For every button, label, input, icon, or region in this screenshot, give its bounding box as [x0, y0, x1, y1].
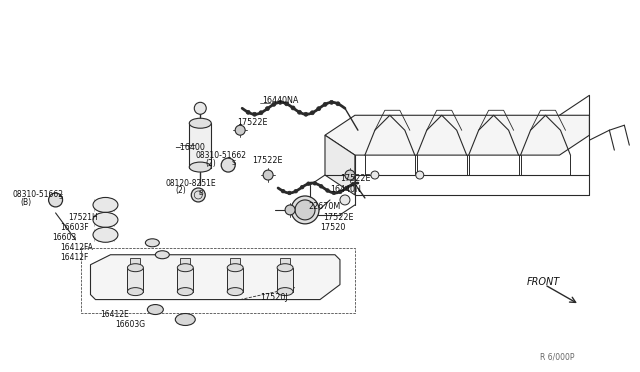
Circle shape	[326, 189, 330, 192]
Bar	[180, 258, 190, 268]
Circle shape	[285, 205, 295, 215]
Circle shape	[416, 171, 424, 179]
Bar	[189, 123, 211, 168]
Ellipse shape	[145, 239, 159, 247]
Text: 16603: 16603	[52, 233, 77, 242]
Text: FRONT: FRONT	[527, 277, 560, 287]
Ellipse shape	[227, 264, 243, 272]
Text: 17522E: 17522E	[252, 155, 283, 164]
Ellipse shape	[177, 264, 193, 272]
Ellipse shape	[93, 227, 118, 242]
Ellipse shape	[175, 314, 195, 326]
Circle shape	[272, 102, 276, 106]
Text: R 6/000P: R 6/000P	[540, 353, 574, 362]
Ellipse shape	[291, 196, 319, 224]
Circle shape	[285, 102, 289, 106]
Circle shape	[287, 191, 291, 195]
Text: 08120-8251E: 08120-8251E	[165, 179, 216, 187]
Text: B: B	[198, 190, 203, 196]
Circle shape	[332, 191, 335, 195]
Text: (2): (2)	[175, 186, 186, 195]
Text: 17522E: 17522E	[323, 214, 353, 222]
Ellipse shape	[127, 288, 143, 296]
Circle shape	[339, 190, 342, 193]
Ellipse shape	[189, 118, 211, 128]
Ellipse shape	[177, 288, 193, 296]
Circle shape	[340, 195, 350, 205]
Text: 16603F: 16603F	[61, 223, 89, 232]
Circle shape	[336, 102, 340, 106]
Circle shape	[253, 112, 257, 116]
Text: S: S	[232, 160, 236, 166]
Text: 17520: 17520	[320, 223, 346, 232]
Polygon shape	[325, 115, 589, 155]
Ellipse shape	[156, 251, 170, 259]
Polygon shape	[90, 255, 340, 299]
Text: (2): (2)	[205, 158, 216, 167]
Text: 17522E: 17522E	[340, 173, 371, 183]
Circle shape	[191, 188, 205, 202]
Circle shape	[49, 193, 63, 207]
Circle shape	[266, 107, 269, 110]
Bar	[131, 258, 140, 268]
Circle shape	[282, 189, 285, 193]
Bar	[277, 268, 293, 292]
Circle shape	[235, 125, 245, 135]
Bar	[280, 258, 290, 268]
Ellipse shape	[227, 288, 243, 296]
Circle shape	[310, 111, 314, 115]
Text: 17520J: 17520J	[260, 293, 288, 302]
Bar	[227, 268, 243, 292]
Circle shape	[195, 102, 206, 114]
Ellipse shape	[93, 198, 118, 212]
Text: ─16400: ─16400	[175, 142, 205, 152]
Circle shape	[304, 112, 308, 116]
Text: 16440NA: 16440NA	[262, 96, 298, 105]
Circle shape	[371, 171, 379, 179]
Text: 22670M: 22670M	[308, 202, 340, 211]
Circle shape	[298, 110, 301, 114]
Circle shape	[291, 106, 295, 110]
Circle shape	[294, 189, 298, 193]
Ellipse shape	[277, 264, 293, 272]
Circle shape	[330, 100, 333, 104]
Bar	[177, 268, 193, 292]
Circle shape	[345, 170, 355, 180]
Circle shape	[313, 182, 317, 185]
Text: 16603G: 16603G	[115, 320, 145, 329]
Circle shape	[221, 158, 235, 172]
Ellipse shape	[147, 305, 163, 314]
Circle shape	[259, 111, 263, 115]
Text: (B): (B)	[20, 198, 32, 208]
Ellipse shape	[189, 162, 211, 172]
Ellipse shape	[93, 212, 118, 227]
Circle shape	[278, 100, 282, 104]
Text: 16412F: 16412F	[61, 253, 89, 262]
Text: 16440N: 16440N	[330, 186, 361, 195]
Ellipse shape	[277, 288, 293, 296]
Circle shape	[246, 110, 250, 114]
Bar	[81, 248, 355, 312]
Polygon shape	[325, 135, 355, 195]
Text: 17522E: 17522E	[237, 118, 268, 127]
Text: 08310-51662: 08310-51662	[195, 151, 246, 160]
Circle shape	[323, 102, 327, 106]
Circle shape	[307, 182, 310, 186]
Text: 17521H: 17521H	[68, 214, 99, 222]
Ellipse shape	[127, 264, 143, 272]
Bar	[230, 258, 240, 268]
Text: 16412FA: 16412FA	[61, 243, 93, 252]
Text: S: S	[58, 194, 63, 200]
Text: 16412E: 16412E	[100, 310, 129, 319]
Circle shape	[345, 186, 348, 190]
Circle shape	[295, 200, 315, 220]
Circle shape	[300, 185, 304, 189]
Circle shape	[351, 182, 355, 186]
Circle shape	[319, 185, 323, 188]
Bar	[127, 268, 143, 292]
Circle shape	[263, 170, 273, 180]
Circle shape	[317, 107, 321, 111]
Text: 08310-51662: 08310-51662	[13, 190, 63, 199]
